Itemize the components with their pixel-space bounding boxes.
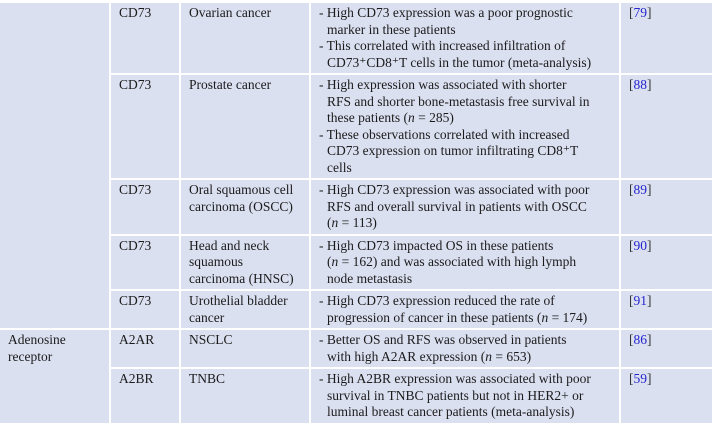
cancer-type-line: carcinoma (HNSC) bbox=[189, 270, 294, 286]
citation: [88] bbox=[629, 77, 652, 92]
citation-link[interactable]: 89 bbox=[633, 182, 648, 197]
cancer-type-cell: TNBC bbox=[179, 367, 311, 425]
category-cell bbox=[0, 1, 111, 330]
finding-line: - High CD73 expression was associated wi… bbox=[319, 182, 590, 197]
finding-line: RFS and shorter bone-metastasis free sur… bbox=[327, 93, 590, 109]
cancer-type-line: carcinoma (OSCC) bbox=[189, 198, 293, 214]
reference-cell: [79] bbox=[619, 1, 712, 75]
finding-cell: - High A2BR expression was associated wi… bbox=[309, 367, 621, 425]
finding-line: - Better OS and RFS was observed in pati… bbox=[319, 332, 567, 347]
marker-cell: CD73 bbox=[110, 73, 181, 180]
citation: [89] bbox=[629, 182, 652, 197]
marker-cell: CD73 bbox=[109, 1, 181, 75]
finding-line: these patients (n = 285) bbox=[327, 110, 454, 125]
table-row: CD73 Ovarian cancer - High CD73 expression… bbox=[0, 1, 712, 330]
marker-cell: A2BR bbox=[110, 367, 181, 425]
finding-line: RFS and overall survival in patients wit… bbox=[327, 198, 587, 214]
table-row: Adenosine receptor A2AR NSCLC - Better OS an… bbox=[0, 328, 712, 425]
reference-cell: [89] bbox=[619, 178, 712, 236]
citation: [91] bbox=[629, 293, 652, 308]
table-row: CD73 Urothelial bladder cancer - High CD73 … bbox=[0, 289, 712, 330]
finding-cell: - High CD73 expression was associated wi… bbox=[309, 178, 621, 236]
finding-line: CD73⁺CD8⁺T cells in the tumor (meta-anal… bbox=[327, 54, 592, 70]
citation: [90] bbox=[629, 237, 652, 253]
finding-line: cells bbox=[327, 159, 352, 175]
finding-line: progression of cancer in these patients … bbox=[327, 309, 588, 325]
category-line: receptor bbox=[8, 348, 53, 364]
reference-cell: [88] bbox=[619, 73, 712, 180]
cancer-type-line: squamous bbox=[189, 254, 243, 269]
cancer-type-line: Oral squamous cell bbox=[189, 182, 294, 197]
finding-line: - High CD73 expression was a poor progno… bbox=[319, 5, 573, 20]
finding-cell: - High CD73 expression was a poor progno… bbox=[309, 1, 621, 75]
cancer-type-cell: Oral squamous cell carcinoma (OSCC) bbox=[179, 178, 311, 236]
citation-link[interactable]: 91 bbox=[633, 293, 648, 308]
citation-link[interactable]: 59 bbox=[633, 371, 648, 386]
finding-line: luminal breast cancer patients (meta-ana… bbox=[327, 404, 575, 419]
marker-cell: CD73 bbox=[110, 233, 181, 291]
citation: [79] bbox=[629, 5, 652, 20]
table-row: A2BR TNBC - High A2BR expression was assoc… bbox=[0, 367, 712, 425]
finding-line: - These observations correlated with inc… bbox=[319, 126, 570, 142]
finding-cell: - High CD73 expression reduced the rate … bbox=[309, 289, 621, 330]
marker-cell: A2AR bbox=[109, 328, 181, 369]
finding-line: (n = 162) and was associated with high l… bbox=[327, 254, 577, 269]
finding-line: survival in TNBC patients but not in HER… bbox=[327, 387, 584, 403]
cancer-type-line: TNBC bbox=[189, 371, 226, 386]
finding-line: - High CD73 impacted OS in these patient… bbox=[319, 237, 554, 253]
citation-link[interactable]: 90 bbox=[633, 237, 648, 253]
cancer-type-line: Head and neck bbox=[189, 237, 270, 253]
category-cell: Adenosine receptor bbox=[0, 328, 111, 425]
finding-line: with high A2AR expression (n = 653) bbox=[327, 348, 532, 364]
citation: [86] bbox=[629, 332, 652, 347]
marker-cell: CD73 bbox=[110, 178, 181, 236]
cancer-type-cell: Urothelial bladder cancer bbox=[179, 289, 311, 330]
cancer-type-line: Urothelial bladder bbox=[189, 293, 288, 308]
cancer-type-line: NSCLC bbox=[189, 332, 233, 347]
cancer-type-cell: Ovarian cancer bbox=[179, 1, 311, 75]
finding-line: - This correlated with increased infiltr… bbox=[319, 38, 566, 53]
reference-cell: [86] bbox=[619, 328, 712, 369]
reference-cell: [90] bbox=[619, 233, 712, 291]
finding-line: node metastasis bbox=[327, 270, 413, 286]
cancer-type-cell: Prostate cancer bbox=[179, 73, 311, 180]
category-line: Adenosine bbox=[8, 332, 66, 347]
table-row: CD73 Prostate cancer - High expression was… bbox=[0, 73, 712, 180]
finding-cell: - Better OS and RFS was observed in pati… bbox=[309, 328, 621, 369]
finding-line: (n = 113) bbox=[327, 215, 377, 230]
table-row: CD73 Oral squamous cell carcinoma (OSCC) - … bbox=[0, 178, 712, 236]
cancer-type-line: cancer bbox=[189, 309, 225, 325]
reference-cell: [91] bbox=[619, 289, 712, 330]
cancer-type-line: Prostate cancer bbox=[189, 77, 272, 92]
finding-cell: - High CD73 impacted OS in these patient… bbox=[309, 233, 621, 291]
citation-link[interactable]: 79 bbox=[633, 5, 648, 20]
citation-link[interactable]: 86 bbox=[633, 332, 648, 347]
marker-cell: CD73 bbox=[110, 289, 181, 330]
cancer-type-line: Ovarian cancer bbox=[189, 5, 272, 20]
finding-line: CD73 expression on tumor infiltrating CD… bbox=[327, 143, 579, 158]
finding-line: - High CD73 expression reduced the rate … bbox=[319, 293, 555, 308]
finding-line: marker in these patients bbox=[327, 21, 456, 37]
finding-line: - High expression was associated with sh… bbox=[319, 77, 567, 92]
cancer-type-cell: NSCLC bbox=[179, 328, 311, 369]
finding-cell: - High expression was associated with sh… bbox=[309, 73, 621, 180]
cancer-type-cell: Head and neck squamous carcinoma (HNSC) bbox=[179, 233, 311, 291]
reference-cell: [59] bbox=[619, 367, 712, 425]
citation: [59] bbox=[629, 371, 652, 386]
citation-link[interactable]: 88 bbox=[633, 77, 648, 92]
table-row: CD73 Head and neck squamous carcinoma (HNSC… bbox=[0, 233, 712, 291]
finding-line: - High A2BR expression was associated wi… bbox=[319, 371, 591, 386]
